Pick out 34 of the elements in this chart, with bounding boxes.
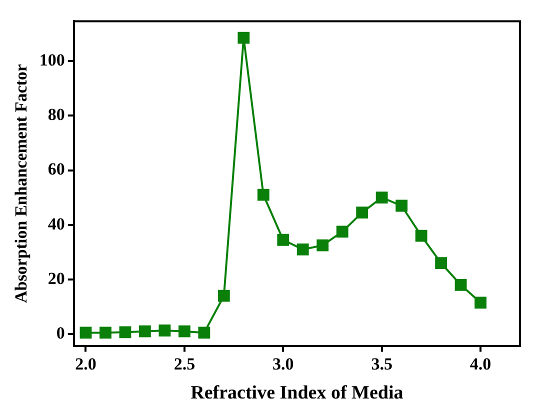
point — [316, 239, 329, 252]
point — [376, 192, 388, 204]
point — [454, 278, 467, 291]
y-tick-label: 20 — [48, 268, 65, 288]
point — [356, 206, 368, 219]
point — [415, 230, 428, 242]
point — [80, 326, 92, 339]
x-tick-label: 3.0 — [272, 354, 294, 374]
point — [296, 243, 309, 256]
y-tick-label: 80 — [48, 105, 65, 124]
x-tick-label: 3.5 — [371, 354, 392, 374]
point — [178, 325, 190, 338]
y-tick-label: 40 — [48, 214, 65, 234]
y-tick-label: 60 — [48, 160, 65, 179]
point — [100, 326, 112, 339]
x-tick-label: 4.0 — [470, 354, 492, 374]
x-tick-label: 2.5 — [174, 354, 196, 374]
y-tick-label: 0 — [56, 323, 65, 342]
point — [198, 326, 210, 339]
point — [218, 290, 230, 302]
point — [158, 324, 171, 336]
y-axis-title: Absorption Enhancement Factor — [12, 64, 31, 303]
point — [435, 257, 447, 270]
point — [277, 234, 290, 246]
point — [238, 32, 250, 44]
x-tick-label: 2.0 — [75, 354, 96, 374]
point — [474, 296, 486, 309]
point — [139, 325, 151, 338]
point — [396, 200, 408, 212]
point — [119, 326, 132, 338]
point — [336, 226, 348, 238]
y-tick-label: 100 — [39, 50, 65, 70]
point — [257, 188, 270, 201]
x-axis-title: Refractive Index of Media — [190, 382, 404, 404]
